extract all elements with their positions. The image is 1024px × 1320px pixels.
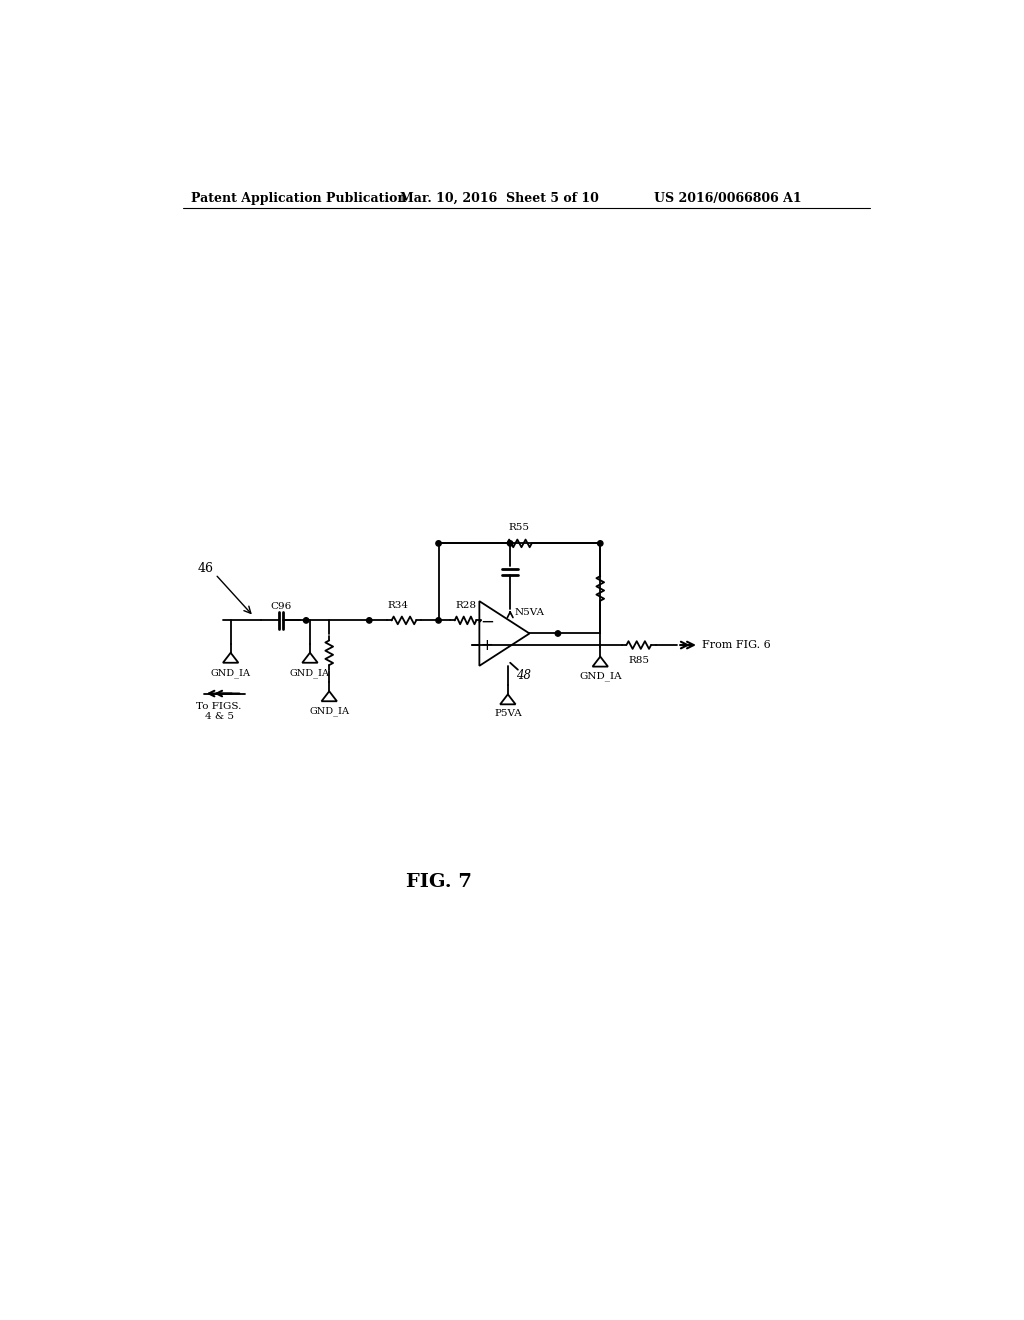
Text: Mar. 10, 2016  Sheet 5 of 10: Mar. 10, 2016 Sheet 5 of 10 (400, 191, 599, 205)
Text: From FIG. 6: From FIG. 6 (701, 640, 771, 649)
Text: GND_IA: GND_IA (211, 668, 251, 677)
Circle shape (555, 631, 560, 636)
Text: −: − (480, 612, 494, 631)
Text: FIG. 7: FIG. 7 (406, 874, 471, 891)
Circle shape (436, 618, 441, 623)
Text: R85: R85 (629, 656, 649, 665)
Circle shape (367, 618, 372, 623)
Text: C96: C96 (270, 602, 292, 611)
Text: R28: R28 (455, 601, 476, 610)
Circle shape (508, 541, 513, 546)
Text: N5VA: N5VA (514, 609, 544, 618)
Text: 4 & 5: 4 & 5 (205, 713, 233, 721)
Text: R34: R34 (387, 601, 409, 610)
Text: P5VA: P5VA (494, 709, 522, 718)
Text: +: + (480, 638, 494, 652)
Text: GND_IA: GND_IA (579, 672, 622, 681)
Circle shape (598, 541, 603, 546)
Text: US 2016/0066806 A1: US 2016/0066806 A1 (654, 191, 802, 205)
Text: GND_IA: GND_IA (290, 668, 330, 677)
Circle shape (436, 541, 441, 546)
Text: 46: 46 (198, 561, 214, 574)
Text: Patent Application Publication: Patent Application Publication (190, 191, 407, 205)
Circle shape (303, 618, 309, 623)
Text: To FIGS.: To FIGS. (197, 702, 242, 711)
Text: 48: 48 (516, 669, 530, 682)
Text: GND_IA: GND_IA (309, 706, 349, 717)
Text: R55: R55 (509, 524, 529, 532)
